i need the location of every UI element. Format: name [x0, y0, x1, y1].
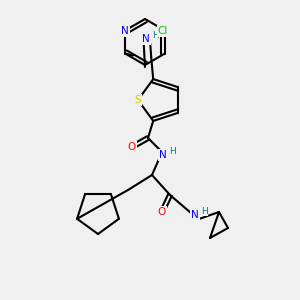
- Text: H: H: [201, 206, 207, 215]
- Text: S: S: [135, 95, 141, 105]
- Text: H: H: [152, 31, 159, 40]
- Text: N: N: [142, 34, 150, 44]
- Text: N: N: [121, 26, 129, 35]
- Text: O: O: [158, 207, 166, 217]
- Text: N: N: [159, 150, 167, 160]
- Text: O: O: [128, 142, 136, 152]
- Text: N: N: [191, 210, 199, 220]
- Text: H: H: [169, 146, 176, 155]
- Text: Cl: Cl: [158, 26, 168, 35]
